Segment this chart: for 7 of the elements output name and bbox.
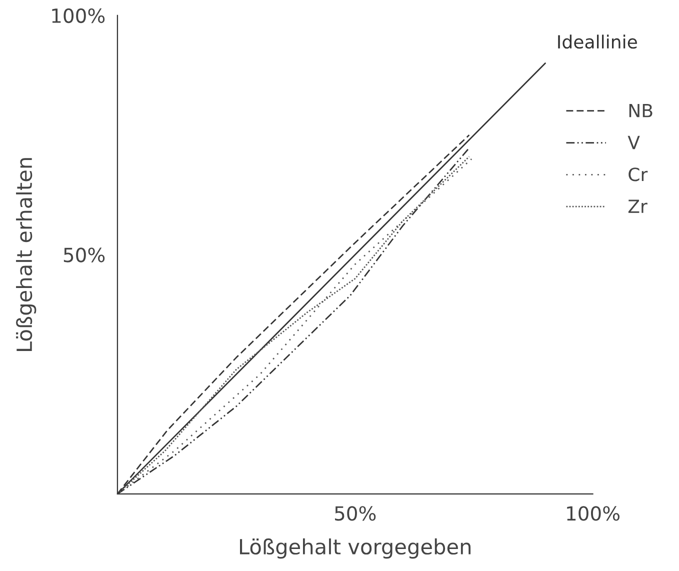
legend-label: Cr bbox=[628, 168, 648, 182]
x-axis-title: Lößgehalt vorgegeben bbox=[240, 538, 470, 559]
legend-label: V bbox=[628, 136, 640, 150]
legend-label: NB bbox=[629, 104, 652, 118]
legend-label: Zr bbox=[628, 200, 648, 213]
series-label: Ideallinie bbox=[558, 34, 637, 49]
y-axis-title: Lößgehalt erhalten bbox=[16, 158, 36, 351]
